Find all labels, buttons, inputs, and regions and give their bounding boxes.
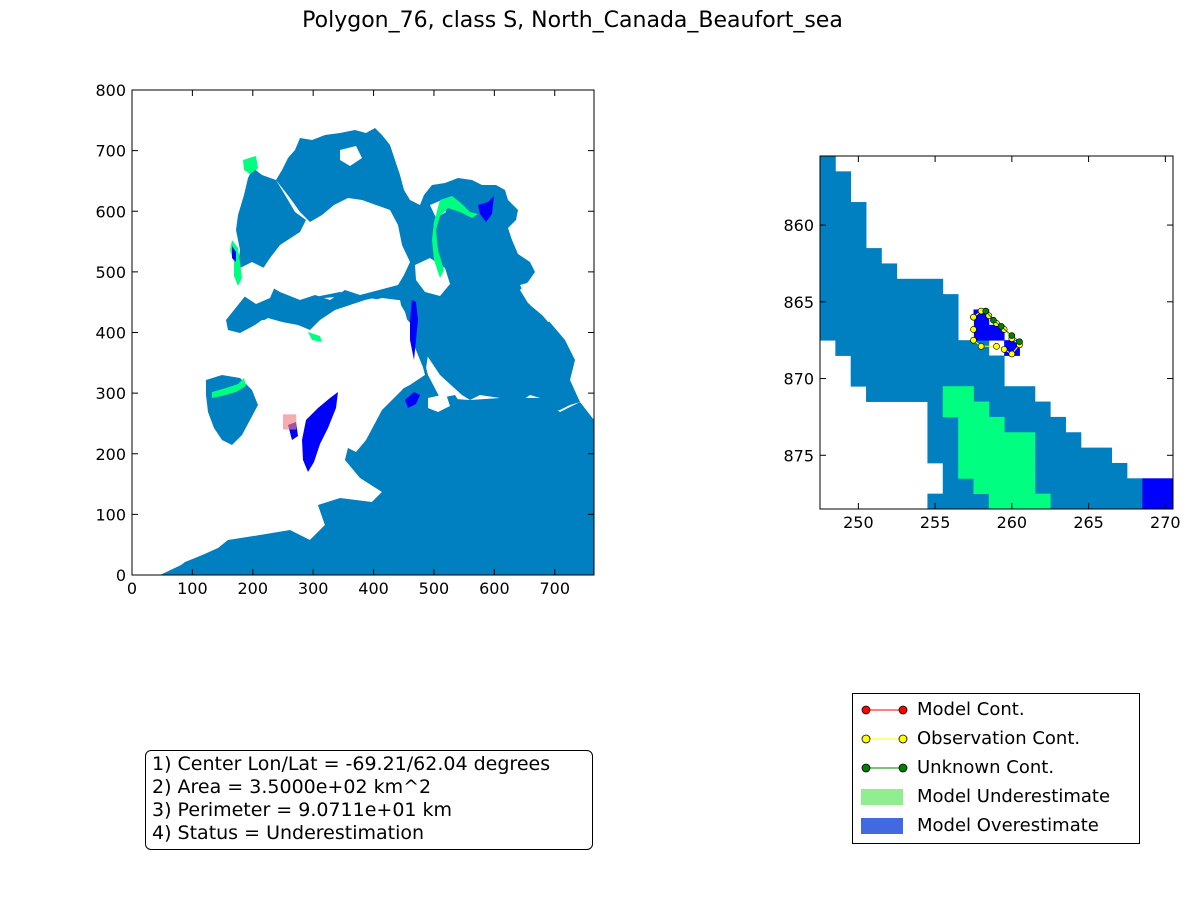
info-status: 4) Status = Underestimation [152,822,425,844]
figure-title: Polygon_76, class S, North_Canada_Beaufo… [302,8,843,33]
overestimate-patch-6 [232,246,236,262]
overview-xtick-label: 400 [358,579,389,598]
legend-model-overestimate-label: Model Overestimate [917,815,1099,836]
overview-ytick-label: 300 [95,384,126,403]
overview-ytick-label: 800 [95,81,126,100]
overestimate-patch-4 [410,300,418,360]
overview-ytick-label: 0 [116,566,126,585]
legend-unknown-cont-label: Unknown Cont. [917,757,1055,778]
legend-unknown-cont-line-icon [861,763,908,773]
greenland-landmass [312,298,420,452]
overview-ytick-label: 500 [95,263,126,282]
underestimate-patch-1 [243,156,258,174]
overview-ytick-label: 600 [95,202,126,221]
land-island-baffin [244,320,305,385]
legend-underestimate-patch-icon [861,789,903,805]
overview-xtick-label: 0 [127,579,137,598]
overview-xtick-label: 500 [419,579,450,598]
overview-ytick-label: 400 [95,324,126,343]
overview-ticks: 0 100 200 300 400 500 600 700 0 100 200 300 400 500 60… [95,81,594,598]
overview-xtick-label: 100 [177,579,208,598]
legend-observation-cont-label: Observation Cont. [917,728,1081,749]
land-peninsula-east [520,278,594,420]
overview-xtick-label: 200 [238,579,269,598]
overestimate-patch-3 [405,392,420,408]
polygon-info-box: 1) Center Lon/Lat = -69.21/62.04 degrees… [145,750,593,850]
legend-model-cont: Model Cont. [853,696,1139,724]
underestimate-patch-4 [212,378,246,398]
legend-model-underestimate-label: Model Underestimate [917,786,1111,807]
info-center-lonlat: 1) Center Lon/Lat = -69.21/62.04 degrees [152,753,551,775]
info-perimeter: 3) Perimeter = 9.0711e+01 km [152,799,453,821]
underestimate-patch-5 [308,332,322,342]
legend-model-underestimate: Model Underestimate [853,783,1139,811]
overview-xtick-label: 300 [298,579,329,598]
legend-model-cont-label: Model Cont. [917,699,1025,720]
overview-xtick-label: 600 [479,579,510,598]
land-island-small-2 [340,146,362,166]
legend-model-overestimate: Model Overestimate [853,812,1139,840]
legend: Model Cont. Observation Cont. Unknown Co… [852,693,1140,844]
land-island-small-1 [358,244,374,260]
legend-unknown-cont: Unknown Cont. [853,754,1139,782]
legend-observation-cont: Observation Cont. [853,725,1139,753]
legend-model-cont-line-icon [861,705,908,715]
overestimate-patch-1 [302,392,338,472]
overview-ytick-label: 100 [95,505,126,524]
polygon-location-highlight [282,414,297,430]
legend-overestimate-patch-icon [861,818,903,834]
overestimate-patch-2 [478,196,494,222]
info-area: 2) Area = 3.5000e+02 km^2 [152,776,432,798]
land-coast-sw [132,500,250,560]
overview-ytick-label: 200 [95,445,126,464]
ocean-region-basin [160,285,594,575]
land-island-small-4 [428,394,450,412]
overview-ytick-label: 700 [95,142,126,161]
overview-xtick-label: 700 [539,579,570,598]
land-island-west [236,262,276,304]
legend-observation-cont-line-icon [861,734,908,744]
